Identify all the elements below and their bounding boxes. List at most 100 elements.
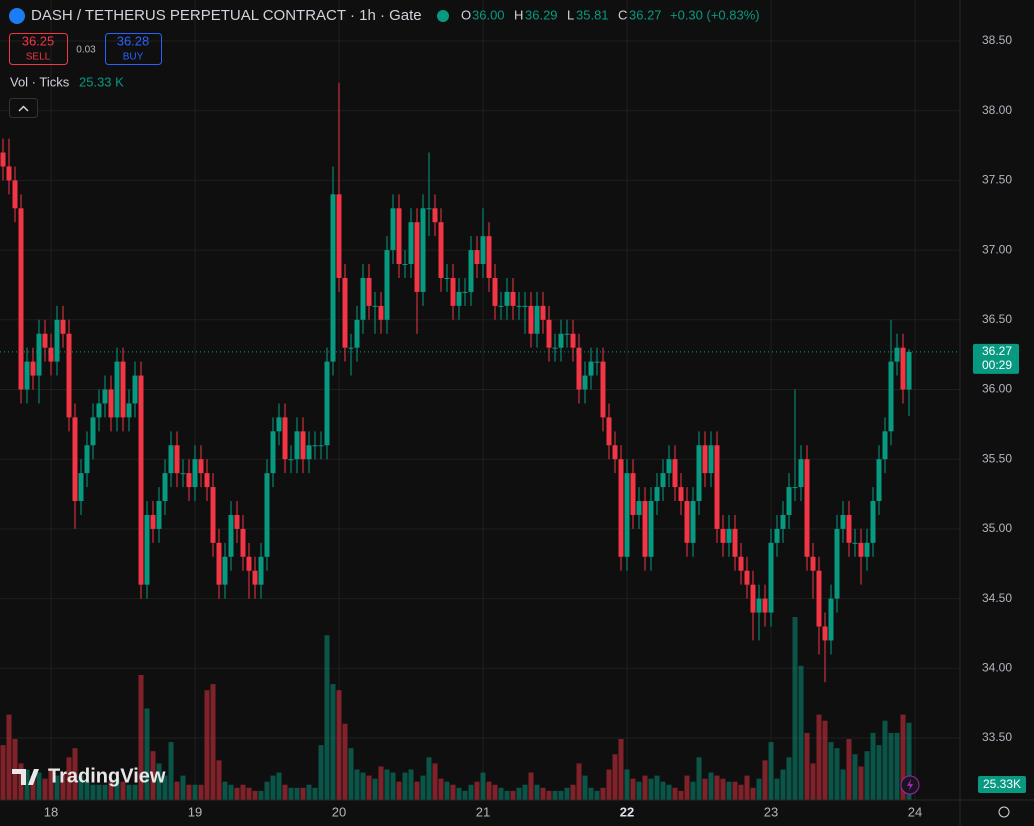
x-tick-label: 18	[44, 804, 58, 819]
settings-icon[interactable]	[998, 806, 1010, 818]
volume-bar	[684, 775, 690, 800]
candle-body	[768, 542, 774, 613]
volume-bar	[858, 766, 864, 800]
volume-bar	[690, 781, 696, 800]
symbol-title[interactable]: DASH / TETHERUS PERPETUAL CONTRACT · 1h …	[31, 7, 422, 24]
volume-bar	[744, 775, 750, 800]
volume-bar	[522, 784, 528, 800]
volume-bar	[594, 790, 600, 800]
candle-body	[12, 180, 18, 209]
volume-bar	[516, 787, 522, 800]
volume-bar	[210, 684, 216, 800]
candle-body	[276, 417, 282, 432]
buy-button[interactable]	[105, 33, 162, 65]
volume-bar	[270, 775, 276, 800]
candle-body	[516, 305, 522, 307]
candle-body	[390, 208, 396, 251]
volume-bar	[756, 778, 762, 800]
volume-bar	[84, 781, 90, 800]
symbol-icon	[9, 8, 25, 24]
candle-body	[204, 473, 210, 488]
volume-bar	[588, 787, 594, 800]
volume-bar	[426, 757, 432, 800]
volume-bar	[810, 763, 816, 800]
volume-bar	[486, 781, 492, 800]
candle-body	[444, 277, 450, 279]
candle-body	[738, 556, 744, 571]
y-tick-label: 33.50	[982, 730, 1012, 744]
last-price-tag	[973, 343, 1019, 374]
volume-bar	[774, 778, 780, 800]
candle-body	[216, 542, 222, 585]
volume-bar	[648, 778, 654, 800]
candle-body	[78, 473, 84, 502]
candle-body	[348, 347, 354, 349]
candle-body	[48, 347, 54, 362]
volume-bar	[372, 778, 378, 800]
candle-body	[642, 501, 648, 557]
candle-body	[108, 389, 114, 418]
candle-body	[492, 277, 498, 306]
candle-body	[432, 208, 438, 223]
collapse-button[interactable]	[9, 98, 38, 118]
volume-bar	[378, 766, 384, 800]
volume-bar	[702, 778, 708, 800]
x-tick-label: 23	[764, 804, 778, 819]
volume-bar	[240, 784, 246, 800]
candle-body	[834, 528, 840, 599]
volume-bar	[366, 775, 372, 800]
y-tick-label: 38.00	[982, 103, 1012, 117]
candle-body	[792, 487, 798, 489]
candle-body	[534, 305, 540, 334]
candle-body	[822, 626, 828, 641]
candle-body	[846, 514, 852, 543]
volume-bar	[30, 775, 36, 800]
sell-button[interactable]	[9, 33, 68, 65]
volume-bar	[396, 781, 402, 800]
candle-body	[60, 319, 66, 334]
volume-bar	[312, 787, 318, 800]
candle-body	[342, 277, 348, 348]
volume-bar	[432, 763, 438, 800]
watermark: TradingView	[48, 765, 166, 787]
volume-bar	[162, 775, 168, 800]
volume-bar	[48, 769, 54, 800]
legend-key: O	[461, 7, 471, 22]
y-tick-label: 36.00	[982, 382, 1012, 396]
volume-bar	[234, 787, 240, 800]
x-tick-label: 22	[620, 804, 634, 819]
candle-body	[678, 487, 684, 502]
candle-body	[354, 319, 360, 348]
volume-bar	[144, 708, 150, 800]
legend-value: 36.00	[472, 7, 505, 22]
volume-bar	[258, 790, 264, 800]
volume-bar	[708, 772, 714, 800]
volume-bar	[474, 781, 480, 800]
candle-body	[480, 236, 486, 265]
candle-body	[336, 194, 342, 278]
candle-body	[630, 473, 636, 515]
candle-body	[870, 501, 876, 543]
candle-body	[600, 361, 606, 418]
legend-value: 35.81	[576, 7, 609, 22]
volume-bar	[288, 787, 294, 800]
candle-body	[96, 403, 102, 418]
legend-change: +0.30 (+0.83%)	[670, 7, 760, 22]
volume-bar	[612, 754, 618, 800]
volume-bar	[600, 787, 606, 800]
volume-bar	[480, 772, 486, 800]
candle-body	[816, 570, 822, 627]
candle-body	[30, 361, 36, 376]
volume-last-label: 25.33K	[983, 777, 1021, 791]
volume-bar	[654, 775, 660, 800]
x-tick-label: 24	[908, 804, 922, 819]
candle-body	[408, 222, 414, 265]
candle-body	[360, 277, 366, 320]
volume-bar	[354, 769, 360, 800]
candle-body	[744, 570, 750, 585]
candle-body	[900, 347, 906, 390]
volume-bar	[852, 754, 858, 800]
y-tick-label: 37.50	[982, 173, 1012, 187]
volume-bar	[114, 778, 120, 800]
